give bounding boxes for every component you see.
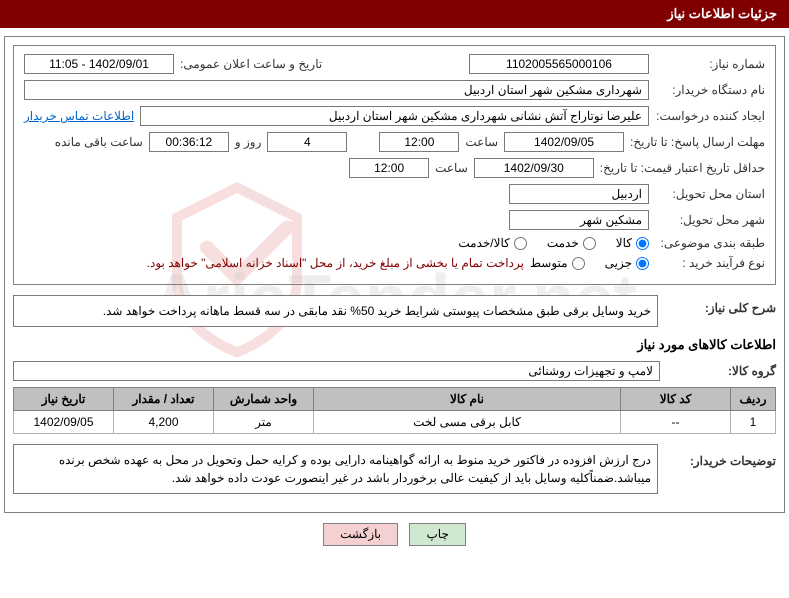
days-remain-field: 4: [267, 132, 347, 152]
announce-date-label: تاریخ و ساعت اعلان عمومی:: [180, 57, 322, 71]
td-date: 1402/09/05: [14, 411, 114, 434]
td-qty: 4,200: [114, 411, 214, 434]
buyer-field: شهرداری مشکین شهر استان اردبیل: [24, 80, 649, 100]
radio-goods-input[interactable]: [636, 237, 649, 250]
deadline-date-field: 1402/09/05: [504, 132, 624, 152]
table-header-row: ردیف کد کالا نام کالا واحد شمارش تعداد /…: [14, 388, 776, 411]
desc-box: خرید وسایل برقی طبق مشخصات پیوستی شرایط …: [13, 295, 658, 327]
validity-label: حداقل تاریخ اعتبار قیمت: تا تاریخ:: [600, 161, 765, 175]
city-field: مشکین شهر: [509, 210, 649, 230]
items-table: ردیف کد کالا نام کالا واحد شمارش تعداد /…: [13, 387, 776, 434]
radio-goods-service-input[interactable]: [514, 237, 527, 250]
contact-link[interactable]: اطلاعات تماس خریدار: [24, 109, 134, 123]
th-date: تاریخ نیاز: [14, 388, 114, 411]
group-label: گروه کالا:: [666, 364, 776, 378]
announce-date-field: 1402/09/01 - 11:05: [24, 54, 174, 74]
deadline-label: مهلت ارسال پاسخ: تا تاریخ:: [630, 135, 765, 149]
need-number-label: شماره نیاز:: [655, 57, 765, 71]
radio-service-input[interactable]: [583, 237, 596, 250]
page-title: جزئیات اطلاعات نیاز: [0, 0, 789, 28]
back-button[interactable]: بازگشت: [323, 523, 398, 546]
radio-medium-input[interactable]: [572, 257, 585, 270]
requester-field: علیرضا نوتاراج آتش نشانی شهرداری مشکین ش…: [140, 106, 649, 126]
validity-time-field: 12:00: [349, 158, 429, 178]
td-unit: متر: [214, 411, 314, 434]
group-field: لامپ و تجهیزات روشنائی: [13, 361, 660, 381]
notes-box: درج ارزش افزوده در فاکتور خرید منوط به ا…: [13, 444, 658, 494]
radio-service[interactable]: خدمت: [547, 236, 596, 250]
radio-partial-label: جزیی: [605, 256, 632, 270]
radio-goods-service[interactable]: کالا/خدمت: [458, 236, 526, 250]
validity-date-field: 1402/09/30: [474, 158, 594, 178]
time-label-2: ساعت: [435, 161, 468, 175]
notes-label: توضیحات خریدار:: [666, 444, 776, 468]
radio-partial-input[interactable]: [636, 257, 649, 270]
table-row: 1 -- کابل برقی مسی لخت متر 4,200 1402/09…: [14, 411, 776, 434]
deadline-time-field: 12:00: [379, 132, 459, 152]
process-note: پرداخت تمام یا بخشی از مبلغ خرید، از محل…: [147, 256, 524, 270]
radio-goods-label: کالا: [616, 236, 632, 250]
buyer-label: نام دستگاه خریدار:: [655, 83, 765, 97]
radio-goods-service-label: کالا/خدمت: [458, 236, 509, 250]
province-label: استان محل تحویل:: [655, 187, 765, 201]
time-remain-field: 00:36:12: [149, 132, 229, 152]
province-field: اردبیل: [509, 184, 649, 204]
radio-service-label: خدمت: [547, 236, 579, 250]
items-header: اطلاعات کالاهای مورد نیاز: [13, 337, 776, 353]
th-name: نام کالا: [314, 388, 621, 411]
city-label: شهر محل تحویل:: [655, 213, 765, 227]
td-code: --: [621, 411, 731, 434]
th-unit: واحد شمارش: [214, 388, 314, 411]
process-label: نوع فرآیند خرید :: [655, 256, 765, 270]
th-code: کد کالا: [621, 388, 731, 411]
td-name: کابل برقی مسی لخت: [314, 411, 621, 434]
radio-partial[interactable]: جزیی: [605, 256, 649, 270]
desc-label: شرح کلی نیاز:: [666, 295, 776, 315]
th-num: ردیف: [731, 388, 776, 411]
requester-label: ایجاد کننده درخواست:: [655, 109, 765, 123]
radio-medium[interactable]: متوسط: [530, 256, 585, 270]
days-and-label: روز و: [235, 135, 262, 149]
td-num: 1: [731, 411, 776, 434]
category-label: طبقه بندی موضوعی:: [655, 236, 765, 250]
need-number-field: 1102005565000106: [469, 54, 649, 74]
radio-medium-label: متوسط: [530, 256, 568, 270]
print-button[interactable]: چاپ: [409, 523, 465, 546]
th-qty: تعداد / مقدار: [114, 388, 214, 411]
time-label-1: ساعت: [465, 135, 498, 149]
remain-label: ساعت باقی مانده: [55, 135, 143, 149]
radio-goods[interactable]: کالا: [616, 236, 649, 250]
